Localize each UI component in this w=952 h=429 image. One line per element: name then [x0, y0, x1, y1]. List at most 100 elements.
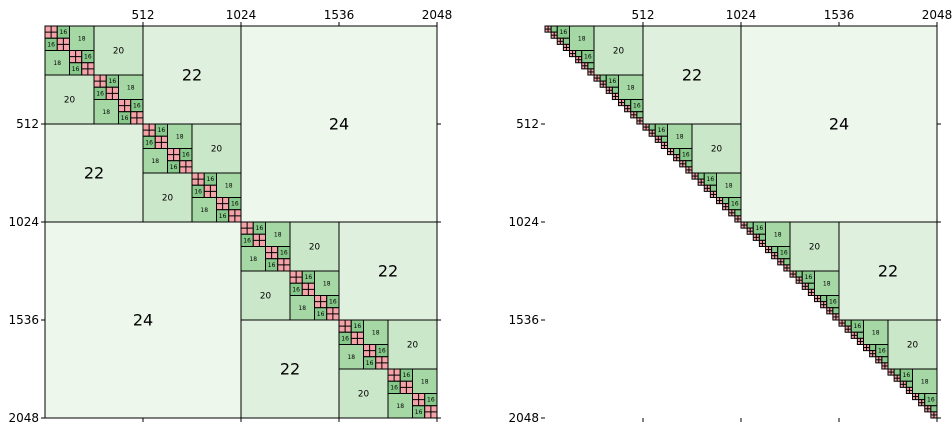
lowrank-block: [338, 221, 438, 321]
lowrank-block: [918, 393, 926, 401]
rank-label: 16: [415, 409, 423, 416]
y-tick-label: 2048: [8, 411, 39, 425]
rank-label: 16: [182, 152, 190, 159]
rank-label: 18: [676, 133, 684, 140]
rank-label: 16: [60, 29, 68, 36]
rank-label: 16: [133, 103, 141, 110]
rank-label: 18: [372, 329, 380, 336]
rank-label: 22: [182, 66, 202, 85]
x-tick-label: 1536: [324, 8, 355, 22]
lowrank-block: [618, 74, 644, 100]
rank-label: 16: [207, 176, 215, 183]
rank-label: 16: [682, 152, 690, 159]
lowrank-block: [289, 295, 315, 321]
rank-label: 16: [96, 90, 104, 97]
rank-label: 18: [127, 84, 135, 91]
lowrank-block: [807, 282, 815, 290]
lowrank-block: [624, 99, 632, 107]
right-panel: 16 18 16 20 16 18 16 22 16 18 16 20 16 18 16 24 16 18 16 20…: [508, 8, 952, 425]
y-tick-label: 1024: [8, 215, 39, 229]
rank-label: 16: [256, 225, 264, 232]
rank-label: 16: [109, 78, 117, 85]
y-tick-label: 1024: [508, 215, 539, 229]
lowrank-block: [905, 380, 913, 388]
lowrank-block: [740, 25, 938, 223]
lowrank-block: [338, 368, 389, 419]
rank-label: 16: [219, 213, 227, 220]
lowrank-block: [363, 319, 389, 345]
lowrank-block: [771, 246, 779, 254]
x-tick-label: 1024: [726, 8, 757, 22]
x-tick-label: 512: [132, 8, 155, 22]
lowrank-block: [912, 368, 938, 394]
rank-label: 18: [102, 109, 110, 116]
lowrank-block: [660, 135, 668, 143]
rank-label: 16: [354, 323, 362, 330]
lowrank-block: [893, 368, 901, 376]
lowrank-block: [832, 307, 840, 315]
rank-label: 18: [725, 182, 733, 189]
rank-label: 20: [809, 243, 821, 253]
rank-label: 16: [84, 54, 92, 61]
lowrank-block: [863, 319, 889, 345]
rank-label: 18: [396, 403, 404, 410]
x-tick-label: 2048: [422, 8, 453, 22]
rank-label: 20: [907, 341, 919, 351]
y-tick-label: 512: [16, 117, 39, 131]
lowrank-block: [142, 25, 242, 125]
rank-label: 20: [711, 145, 723, 155]
rank-label: 22: [878, 262, 898, 281]
lowrank-block: [930, 405, 938, 413]
y-tick-label: 2048: [508, 411, 539, 425]
left-panel: 16 16 18 18 16 16 20 20 16 16 18 18 16 16 22 22 16 16 18 18…: [8, 8, 452, 425]
rank-label: 16: [231, 201, 239, 208]
x-tick-label: 1024: [226, 8, 257, 22]
rank-label: 16: [633, 103, 641, 110]
lowrank-block: [685, 160, 693, 168]
rank-label: 16: [158, 127, 166, 134]
rank-label: 16: [609, 78, 617, 85]
lowrank-block: [338, 344, 364, 370]
lowrank-block: [881, 356, 889, 364]
rank-label: 18: [78, 35, 86, 42]
rank-label: 20: [358, 390, 370, 400]
rank-label: 20: [407, 341, 419, 351]
lowrank-block: [387, 393, 413, 419]
rank-label: 16: [829, 299, 837, 306]
rank-label: 16: [903, 372, 911, 379]
lowrank-block: [587, 62, 595, 70]
lowrank-block: [722, 197, 730, 205]
rank-label: 20: [113, 47, 125, 57]
rank-label: 16: [584, 54, 592, 61]
rank-label: 16: [878, 348, 886, 355]
lowrank-block: [611, 86, 619, 94]
rank-label: 18: [823, 280, 831, 287]
rank-label: 16: [366, 360, 374, 367]
rank-label: 22: [84, 164, 104, 183]
rank-label: 16: [378, 348, 386, 355]
lowrank-block: [648, 123, 656, 131]
lowrank-block: [240, 25, 438, 223]
lowrank-block: [887, 319, 938, 370]
rank-label: 16: [707, 176, 715, 183]
rank-label: 16: [292, 286, 300, 293]
x-tick-label: 512: [632, 8, 655, 22]
rank-label: 20: [260, 292, 272, 302]
rank-label: 16: [427, 397, 435, 404]
rank-label: 22: [682, 66, 702, 85]
lowrank-block: [387, 319, 438, 370]
rank-label: 18: [176, 133, 184, 140]
lowrank-block: [44, 221, 242, 419]
lowrank-block: [314, 270, 340, 296]
lowrank-block: [575, 50, 583, 58]
lowrank-block: [844, 319, 852, 327]
rank-label: 20: [162, 194, 174, 204]
lowrank-block: [765, 221, 791, 247]
lowrank-block: [636, 111, 644, 119]
lowrank-block: [240, 319, 340, 419]
lowrank-block: [783, 258, 791, 266]
rank-label: 16: [403, 372, 411, 379]
rank-label: 18: [225, 182, 233, 189]
rank-label: 16: [170, 164, 178, 171]
lowrank-block: [869, 344, 877, 352]
